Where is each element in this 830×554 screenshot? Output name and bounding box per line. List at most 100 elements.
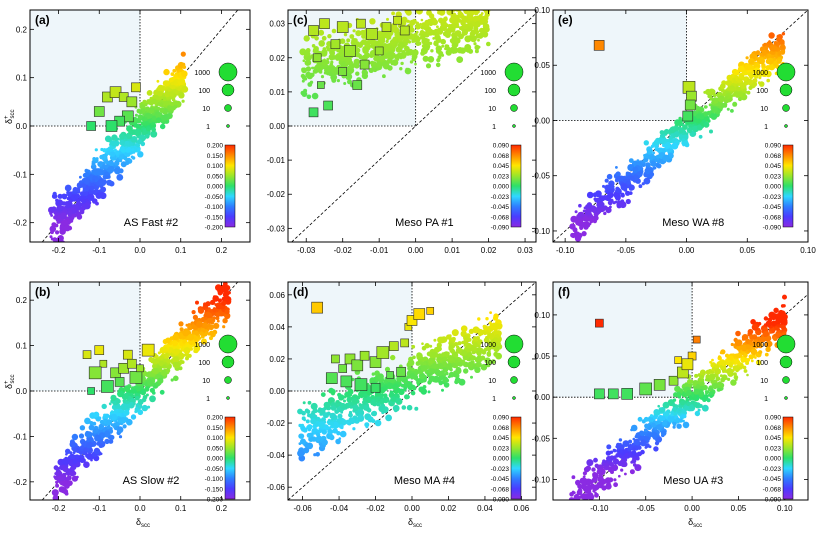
data-point <box>463 368 469 374</box>
data-point <box>707 119 711 123</box>
data-point <box>740 344 748 352</box>
x-tick-label: 0.0 <box>134 246 146 255</box>
x-tick-label: -0.2 <box>52 504 66 513</box>
data-point <box>649 414 654 418</box>
colorbar-label: 0.090 <box>493 143 510 150</box>
data-point <box>114 150 120 156</box>
data-point <box>152 367 160 375</box>
data-point <box>618 438 623 442</box>
data-point <box>669 401 674 405</box>
data-point <box>615 171 621 177</box>
data-point <box>145 393 149 397</box>
square-marker <box>101 380 114 393</box>
data-point <box>698 378 703 382</box>
data-point <box>201 322 209 330</box>
data-point <box>737 91 743 97</box>
y-tick-label: -0.01 <box>267 156 286 165</box>
data-point <box>644 167 652 175</box>
square-marker <box>344 45 356 57</box>
data-point <box>493 351 499 357</box>
data-point <box>493 337 499 343</box>
data-point <box>313 453 317 457</box>
data-point <box>758 322 762 326</box>
size-legend-circle <box>504 334 524 354</box>
data-point <box>114 160 120 166</box>
data-point <box>581 231 587 237</box>
data-point <box>702 372 706 376</box>
data-point <box>466 1 473 8</box>
data-point <box>99 154 104 160</box>
data-point <box>65 448 71 454</box>
data-point <box>390 354 396 361</box>
data-point <box>736 345 742 351</box>
data-point <box>457 11 463 16</box>
square-marker <box>399 25 410 36</box>
data-point <box>467 352 473 358</box>
size-legend-label: 1000 <box>480 70 496 77</box>
data-point <box>697 408 701 412</box>
square-marker <box>653 379 666 391</box>
y-axis-label: δ+scc <box>4 109 16 124</box>
data-point <box>448 345 454 351</box>
data-point <box>224 291 230 297</box>
data-point <box>84 431 91 438</box>
data-point <box>355 41 360 46</box>
data-point <box>466 18 471 24</box>
data-point <box>768 63 776 71</box>
data-point <box>167 106 171 110</box>
x-tick-label: 0.05 <box>731 504 747 513</box>
data-point <box>375 61 382 68</box>
square-marker <box>684 99 696 111</box>
data-point <box>627 443 634 450</box>
data-point <box>104 159 109 165</box>
data-point <box>716 377 720 380</box>
data-point <box>116 174 124 181</box>
size-legend-circle <box>782 104 790 112</box>
square-marker <box>136 364 144 373</box>
data-point <box>593 457 598 463</box>
x-tick-label: 0.1 <box>175 504 187 513</box>
data-point <box>137 405 142 409</box>
square-marker <box>621 388 633 400</box>
colorbar-label: 0.023 <box>765 445 782 452</box>
data-point <box>424 19 430 26</box>
data-point <box>754 343 759 349</box>
data-point <box>445 364 449 368</box>
size-legend-label: 1000 <box>480 342 496 349</box>
data-point <box>663 128 670 135</box>
data-point <box>620 192 625 197</box>
data-point <box>644 446 648 449</box>
data-point <box>464 363 468 367</box>
data-point <box>321 59 328 66</box>
data-point <box>384 366 391 372</box>
data-point <box>384 398 389 403</box>
data-point <box>155 117 162 124</box>
data-point <box>306 432 312 438</box>
data-point <box>675 418 680 422</box>
data-point <box>110 413 118 421</box>
data-point <box>650 144 655 148</box>
data-point <box>109 435 115 440</box>
data-point <box>693 388 700 395</box>
data-point <box>757 362 761 366</box>
data-point <box>747 71 754 78</box>
data-point <box>142 130 147 135</box>
x-tick-label: -0.10 <box>590 504 609 513</box>
data-point <box>104 135 112 143</box>
data-point <box>472 15 479 22</box>
data-point <box>108 152 112 156</box>
y-tick-label: 0.00 <box>269 122 285 131</box>
y-tick-label: -0.2 <box>13 219 27 228</box>
data-point <box>140 386 144 390</box>
y-tick-label: 0.10 <box>534 311 550 320</box>
data-point <box>72 471 77 476</box>
data-point <box>761 336 766 341</box>
square-marker <box>351 359 364 372</box>
data-point <box>351 397 358 404</box>
data-point <box>698 134 703 139</box>
square-marker <box>594 388 605 400</box>
plot-area <box>30 10 239 242</box>
data-point <box>578 507 581 510</box>
x-tick-label: 0.00 <box>679 246 695 255</box>
square-marker <box>352 80 363 90</box>
